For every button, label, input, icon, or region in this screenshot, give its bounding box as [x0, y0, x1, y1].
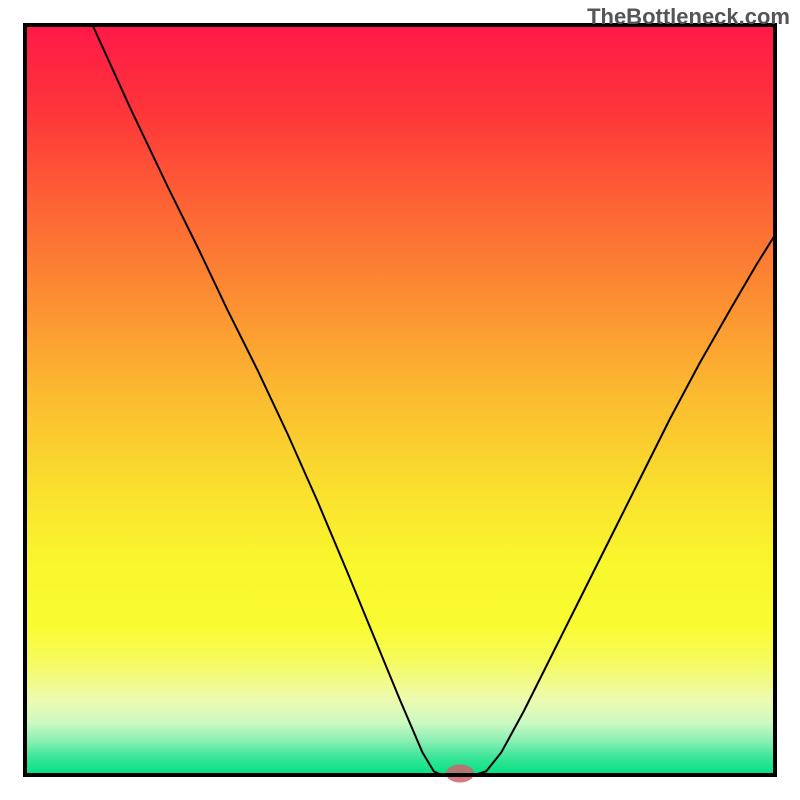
gradient-background: [25, 25, 775, 775]
plot-area: [25, 25, 775, 783]
watermark-text: TheBottleneck.com: [587, 4, 790, 30]
chart-container: TheBottleneck.com: [0, 0, 800, 800]
chart-svg: [0, 0, 800, 800]
